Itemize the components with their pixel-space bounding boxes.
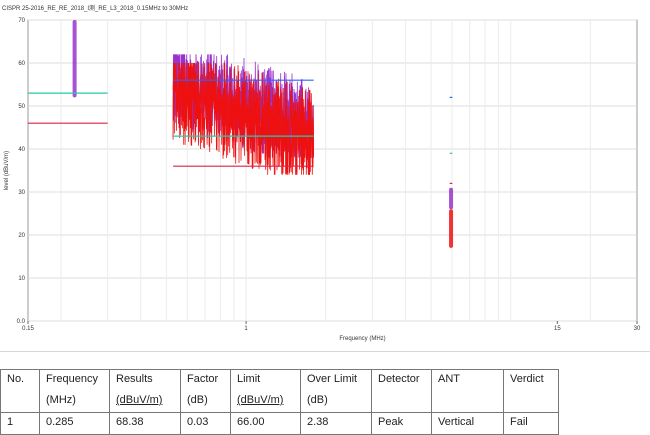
y-tick-label: 20 — [18, 233, 25, 239]
unit-cell — [0, 391, 40, 413]
x-tick-label: 0.15 — [22, 326, 34, 332]
x-tick-label: 1 — [244, 326, 248, 332]
header-verdict: Verdict — [503, 369, 559, 391]
emission-chart: 0.0 10 20 30 40 50 60 70 0.15 1 15 30 Frequency (MHz… — [4, 18, 641, 342]
y-tick-label: 30 — [18, 190, 25, 196]
x-axis-label: Frequency (MHz) — [339, 336, 385, 342]
y-axis-label: level (dBuV/m) — [4, 151, 10, 190]
x-tick-label: 30 — [634, 326, 641, 332]
cell-factor: 0.03 — [180, 412, 231, 435]
y-tick-label: 50 — [18, 104, 25, 110]
unit-cell — [371, 391, 432, 413]
peak_trace-cluster — [72, 20, 77, 98]
header-results: Results — [109, 369, 181, 391]
table-row: 1 0.285 68.38 0.03 66.00 2.38 Peak Verti… — [0, 412, 559, 435]
unit-results: (dBuV/m) — [109, 391, 181, 413]
y-tick-label: 70 — [18, 18, 25, 24]
cell-frequency: 0.285 — [39, 412, 110, 435]
header-no: No. — [0, 369, 40, 391]
cell-detector: Peak — [371, 412, 432, 435]
header-limit: Limit — [230, 369, 301, 391]
unit-limit-text: (dBuV/m) — [237, 394, 284, 406]
header-frequency: Frequency — [39, 369, 110, 391]
header-over-limit: Over Limit — [300, 369, 372, 391]
table-header-row: No. Frequency Results Factor Limit Over … — [0, 369, 559, 391]
unit-over-limit: (dB) — [300, 391, 372, 413]
cell-over-limit: 2.38 — [300, 412, 372, 435]
unit-cell — [503, 391, 559, 413]
unit-limit: (dBuV/m) — [230, 391, 301, 413]
table-units-row: (MHz) (dBuV/m) (dB) (dBuV/m) (dB) — [0, 391, 559, 413]
average_trace-cluster — [449, 209, 454, 248]
header-factor: Factor — [180, 369, 231, 391]
unit-results-text: (dBuV/m) — [116, 394, 163, 406]
x-tick-label: 15 — [554, 326, 561, 332]
header-detector: Detector — [371, 369, 432, 391]
plot-area — [27, 19, 638, 322]
cell-limit: 66.00 — [230, 412, 301, 435]
average_trace-line — [172, 62, 314, 175]
cell-ant: Vertical — [431, 412, 504, 435]
chart-title: CISPR 25-2016_RE_RE_2018_I测_RE_L3_2018_0… — [2, 6, 189, 12]
y-tick-label: 0.0 — [17, 319, 26, 325]
unit-factor: (dB) — [180, 391, 231, 413]
y-tick-label: 10 — [18, 276, 25, 282]
unit-cell — [431, 391, 504, 413]
header-ant: ANT — [431, 369, 504, 391]
divider — [0, 351, 650, 352]
unit-frequency: (MHz) — [39, 391, 110, 413]
results-table: No. Frequency Results Factor Limit Over … — [0, 369, 559, 435]
cell-results: 68.38 — [109, 412, 181, 435]
y-tick-label: 40 — [18, 147, 25, 153]
y-tick-label: 60 — [18, 61, 25, 67]
peak_trace-cluster — [449, 187, 454, 210]
cell-no: 1 — [0, 412, 40, 435]
cell-verdict: Fail — [503, 412, 559, 435]
